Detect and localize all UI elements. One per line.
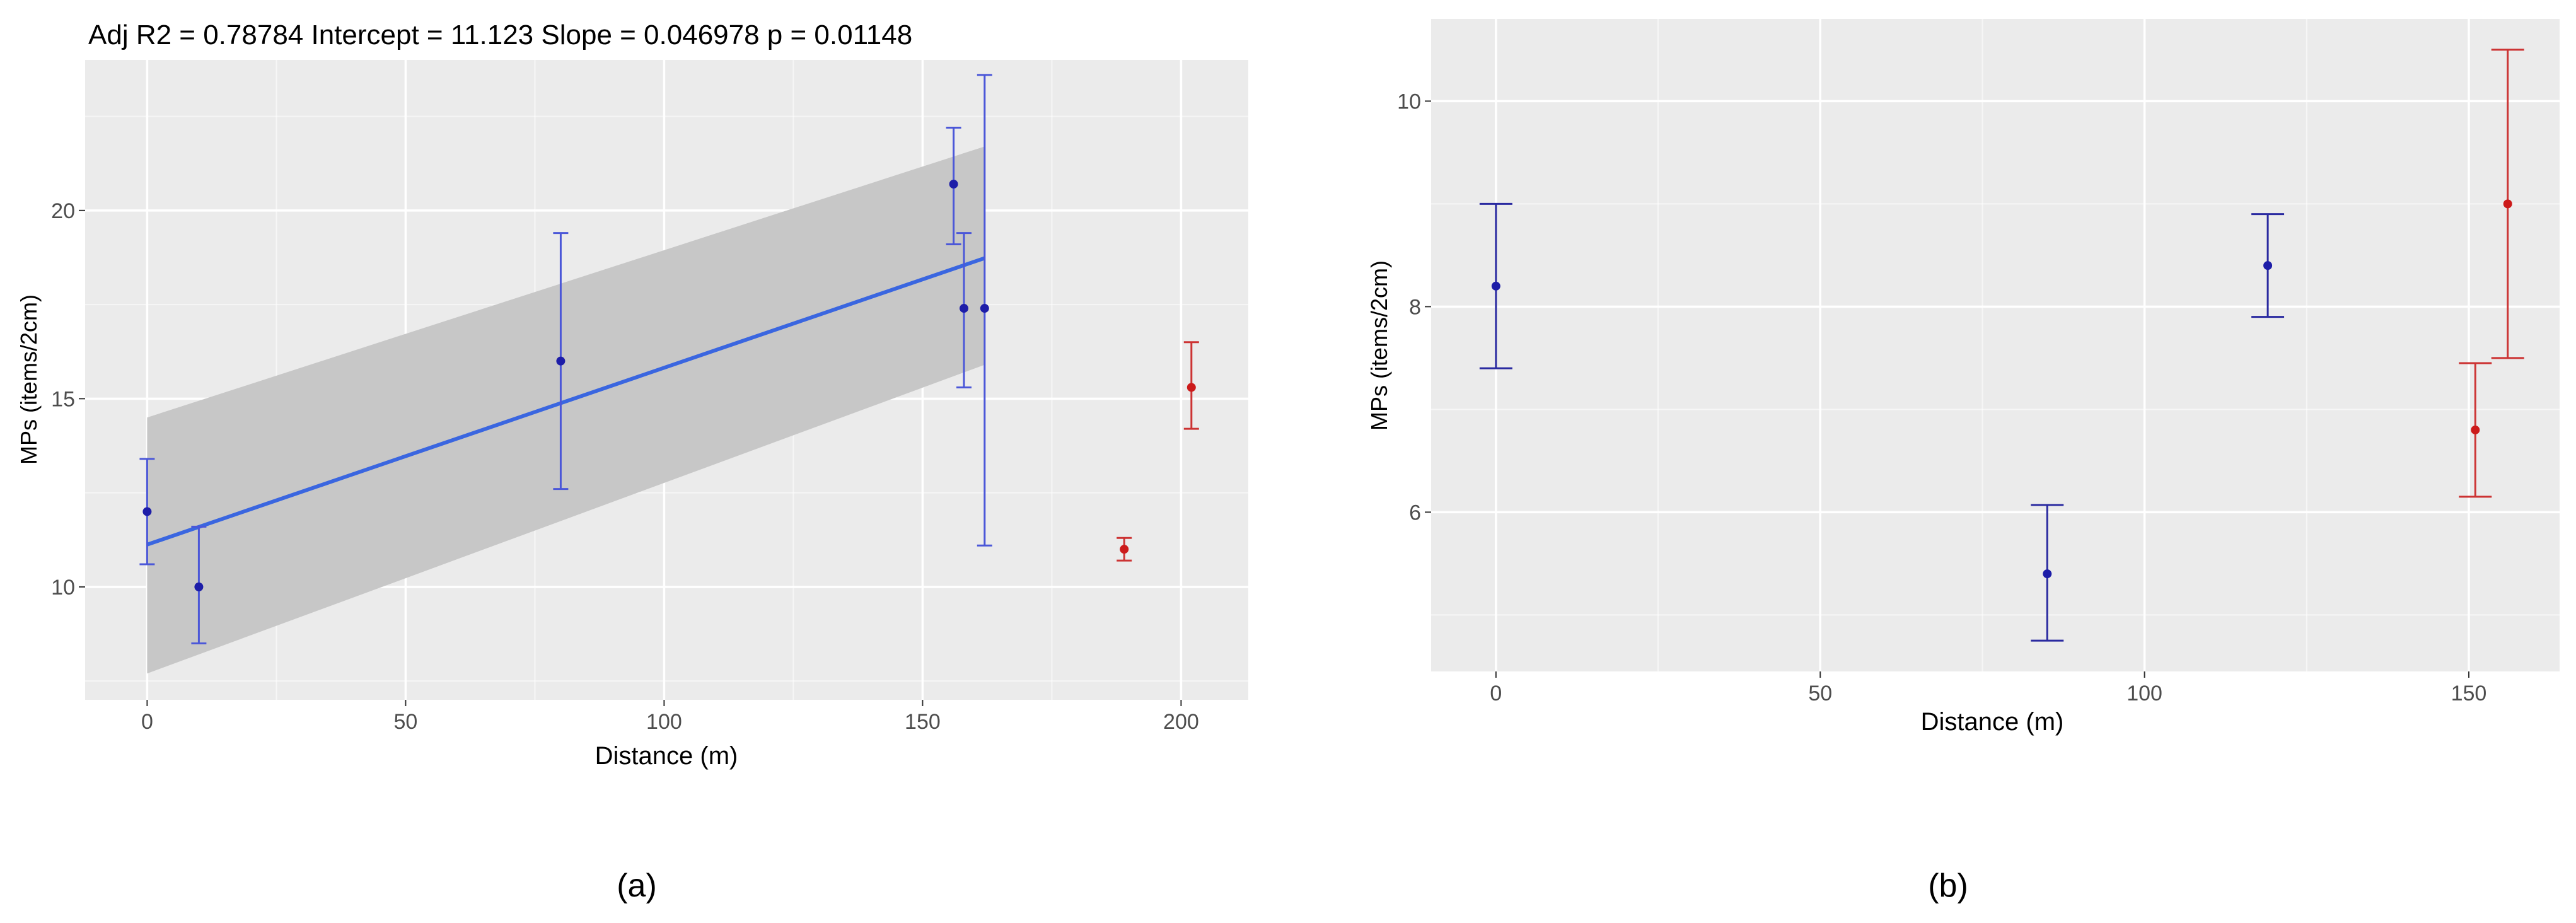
y-axis-label: MPs (items/2cm) bbox=[1366, 260, 1392, 431]
data-point bbox=[1491, 281, 1500, 291]
y-tick-label: 10 bbox=[51, 576, 75, 600]
panel-caption-b: (b) bbox=[1928, 868, 1968, 904]
y-axis-ticks: 10 15 20 bbox=[51, 199, 85, 600]
plot-background bbox=[1431, 19, 2560, 671]
data-point bbox=[949, 180, 958, 189]
y-tick-label: 10 bbox=[1397, 90, 1421, 113]
data-point bbox=[1186, 383, 1196, 392]
x-axis-label: Distance (m) bbox=[595, 742, 738, 770]
panel-caption-a: (a) bbox=[617, 868, 657, 904]
y-axis-label: MPs (items/2cm) bbox=[16, 294, 42, 465]
data-point bbox=[556, 356, 566, 366]
data-point bbox=[960, 304, 968, 313]
data-point bbox=[194, 582, 204, 591]
x-tick-label: 100 bbox=[2126, 682, 2162, 705]
x-tick-label: 50 bbox=[393, 710, 417, 734]
confidence-band bbox=[147, 146, 985, 674]
chart-panel-b: 0 50 100 150 6 8 10 Distance (m) MPs (items/2… bbox=[1366, 19, 2560, 904]
y-tick-label: 20 bbox=[51, 199, 75, 223]
data-point-layer bbox=[142, 180, 1196, 591]
data-point bbox=[2043, 569, 2052, 579]
x-axis-label: Distance (m) bbox=[1921, 708, 2064, 736]
data-point bbox=[2263, 261, 2273, 270]
data-point bbox=[2471, 425, 2480, 434]
regression-line-layer bbox=[146, 256, 985, 547]
data-point bbox=[980, 304, 989, 313]
y-axis-ticks: 6 8 10 bbox=[1397, 90, 1431, 525]
data-point bbox=[1120, 545, 1129, 554]
regression-line bbox=[146, 256, 985, 547]
major-gridlines bbox=[1431, 19, 2560, 671]
y-tick-label: 8 bbox=[1409, 295, 1421, 319]
confidence-band-layer bbox=[147, 146, 985, 674]
data-point-layer bbox=[1491, 199, 2512, 579]
y-tick-label: 6 bbox=[1409, 501, 1421, 525]
minor-gridlines bbox=[1431, 19, 2560, 671]
chart-panel-a: Adj R2 = 0.78784 Intercept = 11.123 Slop… bbox=[16, 20, 1248, 904]
x-axis-ticks: 0 50 100 150 200 bbox=[141, 700, 1199, 734]
x-axis-ticks: 0 50 100 150 bbox=[1490, 671, 2486, 705]
x-tick-label: 0 bbox=[141, 710, 153, 734]
x-tick-label: 200 bbox=[1163, 710, 1199, 734]
chart-title: Adj R2 = 0.78784 Intercept = 11.123 Slop… bbox=[88, 20, 912, 50]
x-tick-label: 150 bbox=[905, 710, 941, 734]
y-tick-label: 15 bbox=[51, 387, 75, 411]
x-tick-label: 150 bbox=[2451, 682, 2487, 705]
x-tick-label: 0 bbox=[1490, 682, 1502, 705]
data-point bbox=[2503, 199, 2512, 209]
data-point bbox=[142, 507, 152, 516]
x-tick-label: 100 bbox=[646, 710, 682, 734]
x-tick-label: 50 bbox=[1808, 682, 1832, 705]
